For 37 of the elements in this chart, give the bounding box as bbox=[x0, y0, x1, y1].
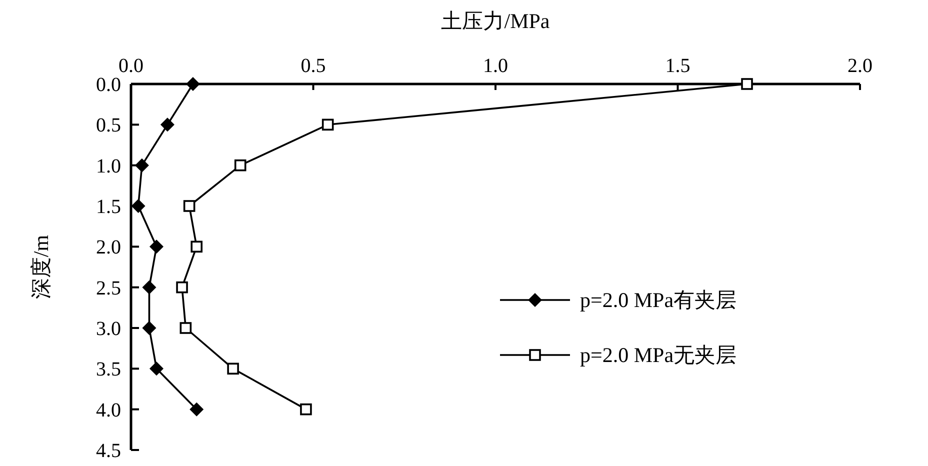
y-tick-label: 3.5 bbox=[96, 358, 121, 381]
point bbox=[322, 118, 334, 131]
y-tick-label: 4.5 bbox=[96, 440, 121, 462]
y-tick-label: 1.0 bbox=[96, 155, 121, 178]
point bbox=[142, 321, 156, 335]
point bbox=[160, 118, 174, 132]
point bbox=[131, 199, 146, 213]
x-tick-label: 0.5 bbox=[300, 55, 326, 77]
x-tick-label: 1.5 bbox=[665, 55, 690, 77]
legend-label: p=2.0 MPa有夹层 bbox=[580, 288, 737, 312]
chart-title: 土压力/MPa bbox=[441, 9, 550, 33]
y-tick-label: 0.0 bbox=[96, 74, 121, 96]
point bbox=[176, 281, 188, 294]
y-tick-label: 4.0 bbox=[96, 399, 121, 422]
y-tick-label: 3.0 bbox=[96, 318, 121, 340]
point bbox=[234, 159, 246, 172]
y-axis-title: 深度/m bbox=[29, 234, 53, 300]
y-tick-label: 2.0 bbox=[96, 236, 121, 259]
point bbox=[183, 200, 196, 212]
point bbox=[134, 158, 149, 172]
x-tick-label: 0.0 bbox=[118, 55, 144, 77]
point bbox=[190, 402, 204, 416]
y-tick-label: 1.5 bbox=[96, 196, 121, 218]
point bbox=[142, 280, 156, 294]
y-tick-label: 2.5 bbox=[96, 277, 121, 300]
point bbox=[227, 362, 239, 375]
point bbox=[300, 403, 312, 416]
point bbox=[186, 77, 200, 91]
point bbox=[180, 322, 192, 334]
point bbox=[150, 240, 164, 254]
point bbox=[741, 78, 753, 90]
legend-label: p=2.0 MPa无夹层 bbox=[580, 343, 737, 367]
x-tick-label: 1.0 bbox=[483, 55, 508, 77]
y-tick-label: 0.5 bbox=[96, 114, 121, 137]
point bbox=[190, 240, 203, 253]
x-tick-label: 2.0 bbox=[848, 55, 872, 77]
point bbox=[150, 362, 164, 376]
